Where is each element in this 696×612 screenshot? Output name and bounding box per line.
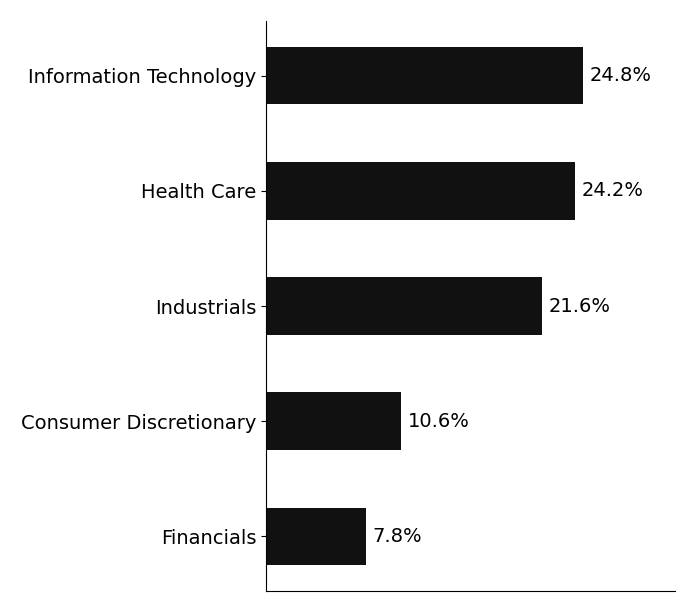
Bar xyxy=(266,47,583,105)
Bar xyxy=(266,162,576,220)
Bar xyxy=(266,507,365,565)
Text: 7.8%: 7.8% xyxy=(372,527,422,546)
Bar xyxy=(266,392,402,450)
Text: 21.6%: 21.6% xyxy=(548,296,610,316)
Text: 24.2%: 24.2% xyxy=(582,181,644,200)
Text: 10.6%: 10.6% xyxy=(408,412,470,431)
Bar xyxy=(266,277,542,335)
Text: 24.8%: 24.8% xyxy=(590,66,651,85)
